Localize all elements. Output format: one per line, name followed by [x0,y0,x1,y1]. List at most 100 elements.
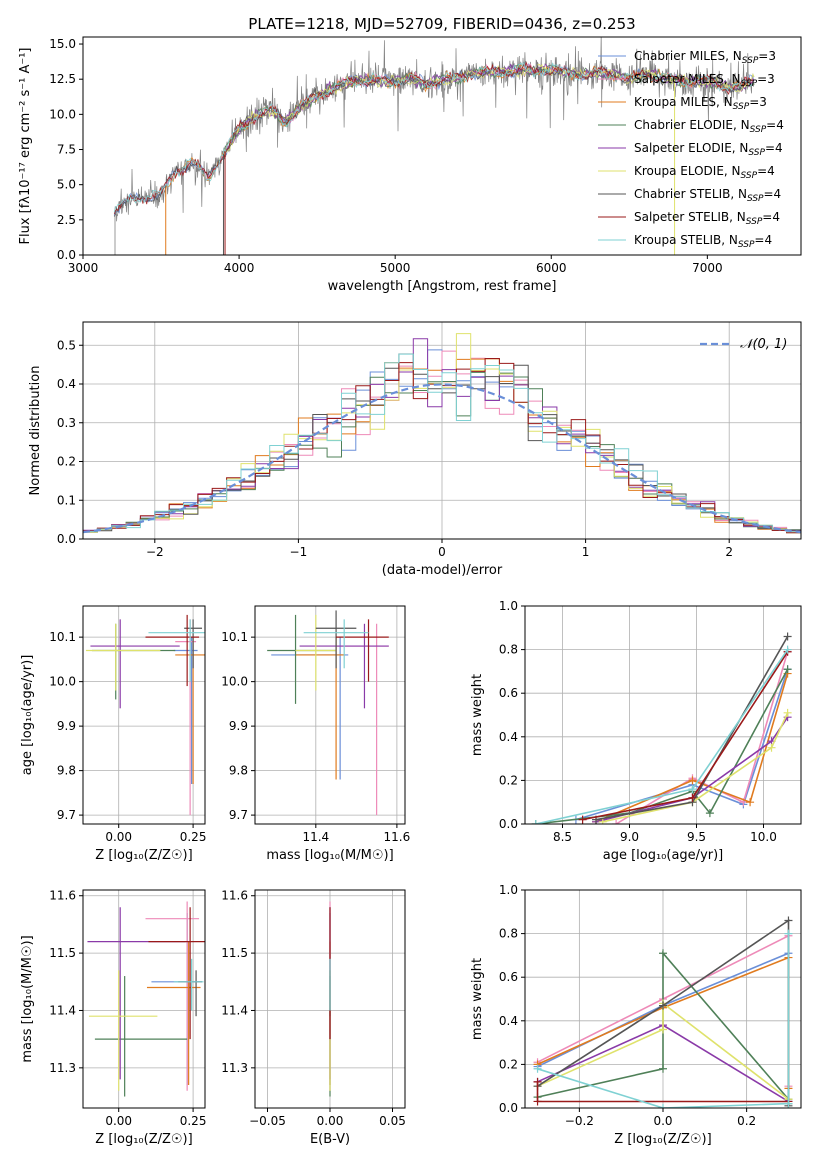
legend-label-sub: SSP [741,171,758,181]
legend-label-sub: SSP [738,240,755,250]
legend-label-sub: SSP [741,79,758,89]
y-tick-label: 0.8 [499,927,518,941]
legend-label: Chabrier MILES, NSSP=3 [634,49,776,66]
axes-frame [82,605,206,825]
y-axis-label: Normed distribution [28,366,43,496]
mass-weight-marker [659,1064,667,1073]
y-tick-label: 2.5 [57,213,76,227]
mass-weight-marker [533,1077,542,1086]
mass-weight-marker [783,632,792,641]
x-tick-label: 0.25 [180,1114,207,1128]
y-axis-label: mass [log₁₀(M/M☉)] [20,935,35,1062]
legend-label: Salpeter MILES, NSSP=3 [634,72,775,89]
mass-weight-marker [784,929,793,938]
panel-spectrum: 3000 4000 5000 6000 7000 0.0 2.5 5.0 7.5 10.0 12.5… [18,15,802,294]
legend-label-value: =4 [764,187,782,201]
mass-weight-marker [612,820,621,824]
x-tick-label: 5000 [380,261,411,275]
mass-weight-marker [746,798,755,807]
legend-label-text: Kroupa STELIB, N [634,233,738,247]
plot-area-spectrum [113,37,755,255]
y-tick-label: 10.1 [221,630,248,644]
panel-residuals: −2 −1 0 1 2 0.0 0.1 0.2 0.3 0.4 0.5 (data-model)/er… [28,321,802,578]
mass-weight-line [537,933,790,1108]
mass-weight-line [615,651,789,824]
normal-reference-curve [83,383,801,534]
x-axis-label: Z [log₁₀(Z/Z☉)] [95,1132,192,1147]
axes-frame [254,605,406,825]
legend-label-value: =4 [757,164,775,178]
y-tick-label: 0.1 [57,493,76,507]
mass-weight-line [602,712,789,823]
y-axis-label: mass weight [470,674,485,756]
y-tick-label: 0.0 [57,532,76,546]
residual-histogram [83,353,801,539]
axes-frame [82,36,802,256]
y-tick-label: 0.5 [57,338,76,352]
axes-frame [524,605,802,825]
axes-frame [82,889,206,1109]
mass-weight-marker [659,1104,667,1108]
x-tick-label: 11.6 [384,830,411,844]
y-tick-label: 10.0 [49,107,76,121]
legend-label-sub: SSP [742,56,759,66]
y-tick-label: 9.8 [57,764,76,778]
y-tick-label: 11.5 [49,946,76,960]
legend-label: Salpeter ELODIE, NSSP=4 [634,141,783,158]
legend-label: Chabrier STELIB, NSSP=4 [634,187,781,204]
y-tick-label: 11.5 [221,946,248,960]
y-tick-label: 0.2 [499,773,518,787]
panel-age-weight: 8.5 9.0 9.5 10.0 0.0 0.2 0.4 0.6 0.8 1.0 age [log₁… [470,599,802,863]
y-tick-label: 0.8 [499,643,518,657]
y-tick-label: 5.0 [57,178,76,192]
x-tick-label: 6000 [536,261,567,275]
legend-label-text: Salpeter STELIB, N [634,210,746,224]
model-spectrum-line [113,61,754,213]
x-tick-label: 0.2 [737,1114,756,1128]
x-tick-label: 7000 [692,261,723,275]
x-axis-label: Z [log₁₀(Z/Z☉)] [95,848,192,863]
y-tick-label: 0.2 [57,455,76,469]
x-tick-label: 8.5 [553,830,572,844]
legend-label-sub: SSP [733,102,750,112]
mass-weight-marker [688,776,697,785]
x-tick-label: 0.00 [105,830,132,844]
legend-label: Chabrier ELODIE, NSSP=4 [634,118,784,135]
y-tick-label: 0.4 [499,1014,518,1028]
legend-label-text: Kroupa MILES, N [634,95,733,109]
x-tick-label: 4000 [224,261,255,275]
plot-area-z-age [85,614,205,816]
y-tick-label: 9.7 [229,808,248,822]
x-tick-label: −0.2 [565,1114,594,1128]
x-tick-label: 0 [438,545,446,559]
legend-label-sub: SSP [748,148,765,158]
legend-label-text: Kroupa ELODIE, N [634,164,741,178]
mass-weight-marker [659,1001,667,1010]
legend-label: Salpeter STELIB, NSSP=4 [634,210,780,227]
x-axis-label: mass [log₁₀(M/M☉)] [266,848,393,863]
mass-weight-marker [783,665,792,674]
mass-weight-marker [533,1097,542,1106]
x-tick-label: 9.5 [687,830,706,844]
mass-weight-marker [688,793,697,802]
mass-weight-line [537,1001,789,1100]
x-tick-label: 0.00 [105,1114,132,1128]
mass-weight-marker [533,1064,542,1073]
x-tick-label: 1 [582,545,590,559]
mass-weight-marker [688,785,697,794]
chart-title: PLATE=1218, MJD=52709, FIBERID=0436, z=0… [248,15,635,33]
x-tick-label: 0.05 [379,1114,406,1128]
x-axis-label: wavelength [Angstrom, rest frame] [328,279,557,294]
plot-area-z-weight [533,916,793,1108]
mass-weight-marker [659,949,667,958]
x-tick-label: 0.0 [653,1114,672,1128]
legend-label: 𝒩(0, 1) [740,337,787,352]
y-tick-label: 9.7 [57,808,76,822]
legend-label-sub: SSP [747,194,764,204]
y-tick-label: 0.4 [57,377,76,391]
x-axis-label: E(B-V) [310,1132,350,1147]
panel-z-age: 0.00 0.25 9.7 9.8 9.9 10.0 10.1 Z [log₁₀(Z/Z☉)]… [20,605,206,863]
legend-label-text: Chabrier ELODIE, N [634,118,750,132]
y-tick-label: 9.9 [57,719,76,733]
panel-z-weight: −0.2 0.0 0.2 0.0 0.2 0.4 0.6 0.8 1.0 Z [log₁₀(Z/Z… [470,883,802,1147]
